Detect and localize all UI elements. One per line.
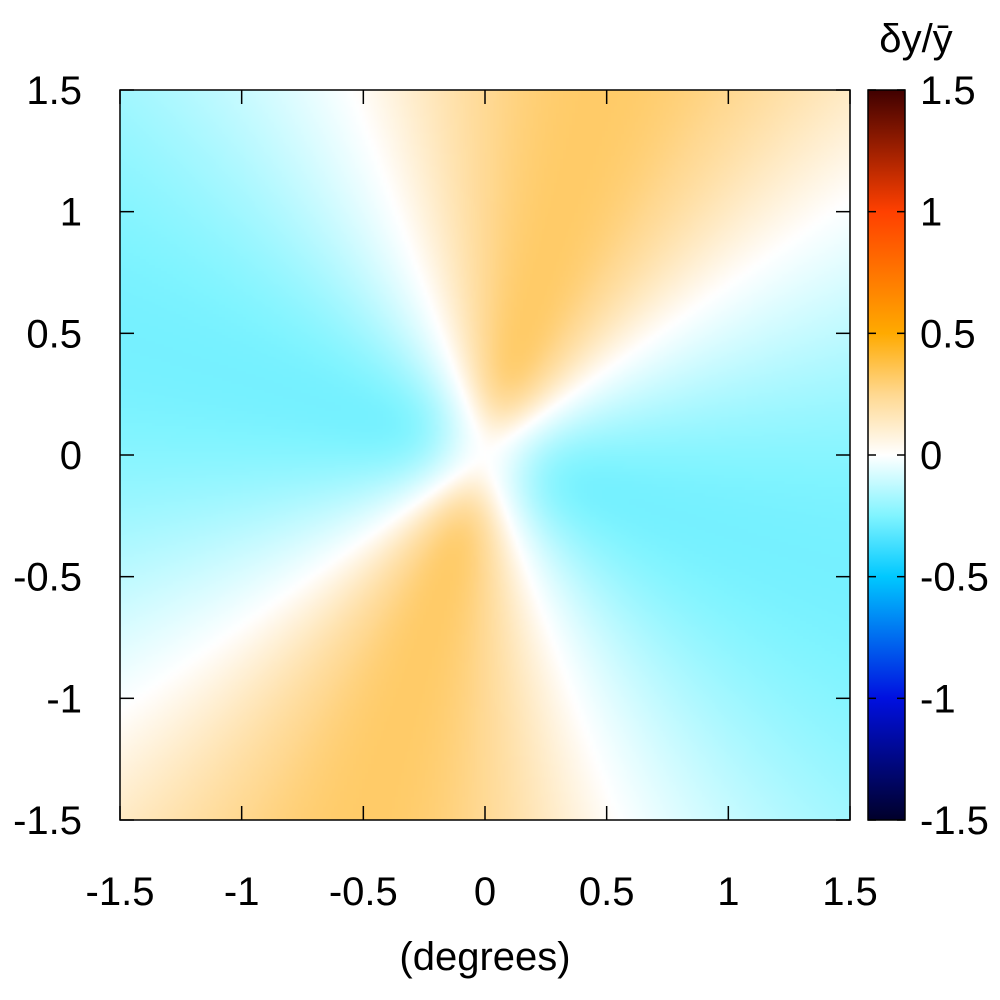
x-tick-label: 1 <box>717 870 739 914</box>
colorbar-tick-label: 1 <box>920 191 942 235</box>
y-axis: -1.5 -1 -0.5 0 0.5 1 1.5 <box>13 69 850 843</box>
colorbar-tick-label: -1 <box>920 677 956 721</box>
x-tick-label: -1.5 <box>86 870 155 914</box>
x-tick-label: 0.5 <box>579 870 635 914</box>
colorbar-tick-label: -1.5 <box>920 799 989 843</box>
x-tick-label: 0 <box>474 870 496 914</box>
x-tick-label: -0.5 <box>329 870 398 914</box>
heatmap-image <box>120 90 850 820</box>
x-axis-label: (degrees) <box>399 935 570 979</box>
colorbar-label: δy/ȳ <box>879 17 952 61</box>
x-axis: -1.5 -1 -0.5 0 0.5 1 1.5 <box>86 90 878 914</box>
y-tick-label: -1 <box>46 677 82 721</box>
colorbar-tick-label: 0.5 <box>920 312 976 356</box>
colorbar-tick-label: -0.5 <box>920 556 989 600</box>
y-tick-label: 0.5 <box>26 312 82 356</box>
y-tick-label: 0 <box>60 434 82 478</box>
y-tick-label: 1.5 <box>26 69 82 113</box>
colorbar-tick-label: 0 <box>920 434 942 478</box>
x-tick-label: -1 <box>224 870 260 914</box>
y-tick-label: 1 <box>60 191 82 235</box>
colorbar-tick-label: 1.5 <box>920 69 976 113</box>
colorbar-axis: -1.5 -1 -0.5 0 0.5 1 1.5 <box>868 69 989 843</box>
y-tick-label: -0.5 <box>13 556 82 600</box>
x-tick-label: 1.5 <box>822 870 878 914</box>
y-tick-label: -1.5 <box>13 799 82 843</box>
